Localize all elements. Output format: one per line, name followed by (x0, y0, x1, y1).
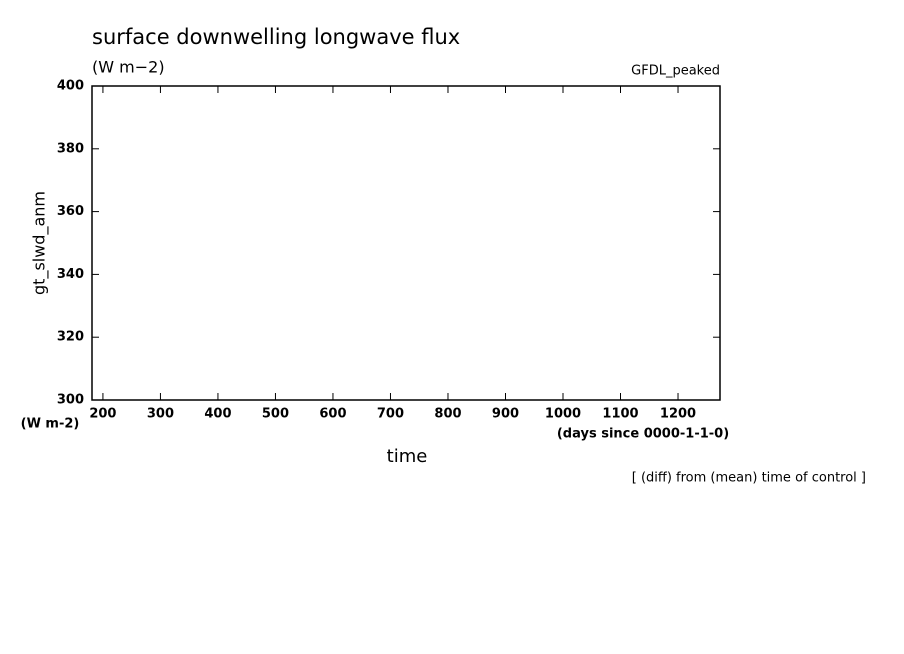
y-tick-label: 360 (57, 204, 84, 219)
x-units: (days since 0000-1-1-0) (557, 427, 729, 442)
x-tick-label: 900 (492, 407, 519, 422)
y-tick-label: 400 (57, 79, 84, 94)
x-tick-label: 700 (377, 407, 404, 422)
x-tick-label: 600 (319, 407, 346, 422)
note: [ (diff) from (mean) time of control ] (632, 471, 866, 486)
x-tick-label: 400 (204, 407, 231, 422)
y-axis-label: gt_slwd_anm (30, 191, 50, 295)
x-tick-label: 300 (147, 407, 174, 422)
y-tick-label: 320 (57, 330, 84, 345)
x-tick-label: 200 (89, 407, 116, 422)
x-tick-label: 1200 (660, 407, 696, 422)
annotation: GFDL_peaked (631, 64, 720, 79)
chart-subtitle: (W m−2) (92, 58, 165, 77)
y-tick-label: 340 (57, 267, 84, 282)
y-tick-label: 300 (57, 393, 84, 408)
y-tick-label: 380 (57, 141, 84, 156)
y-units: (W m-2) (21, 417, 80, 432)
x-tick-label: 1100 (602, 407, 638, 422)
plot-frame (91, 85, 721, 401)
x-tick-label: 1000 (545, 407, 581, 422)
x-tick-label: 800 (434, 407, 461, 422)
x-axis-label: time (387, 446, 428, 467)
chart-title: surface downwelling longwave flux (92, 25, 460, 49)
x-tick-label: 500 (262, 407, 289, 422)
